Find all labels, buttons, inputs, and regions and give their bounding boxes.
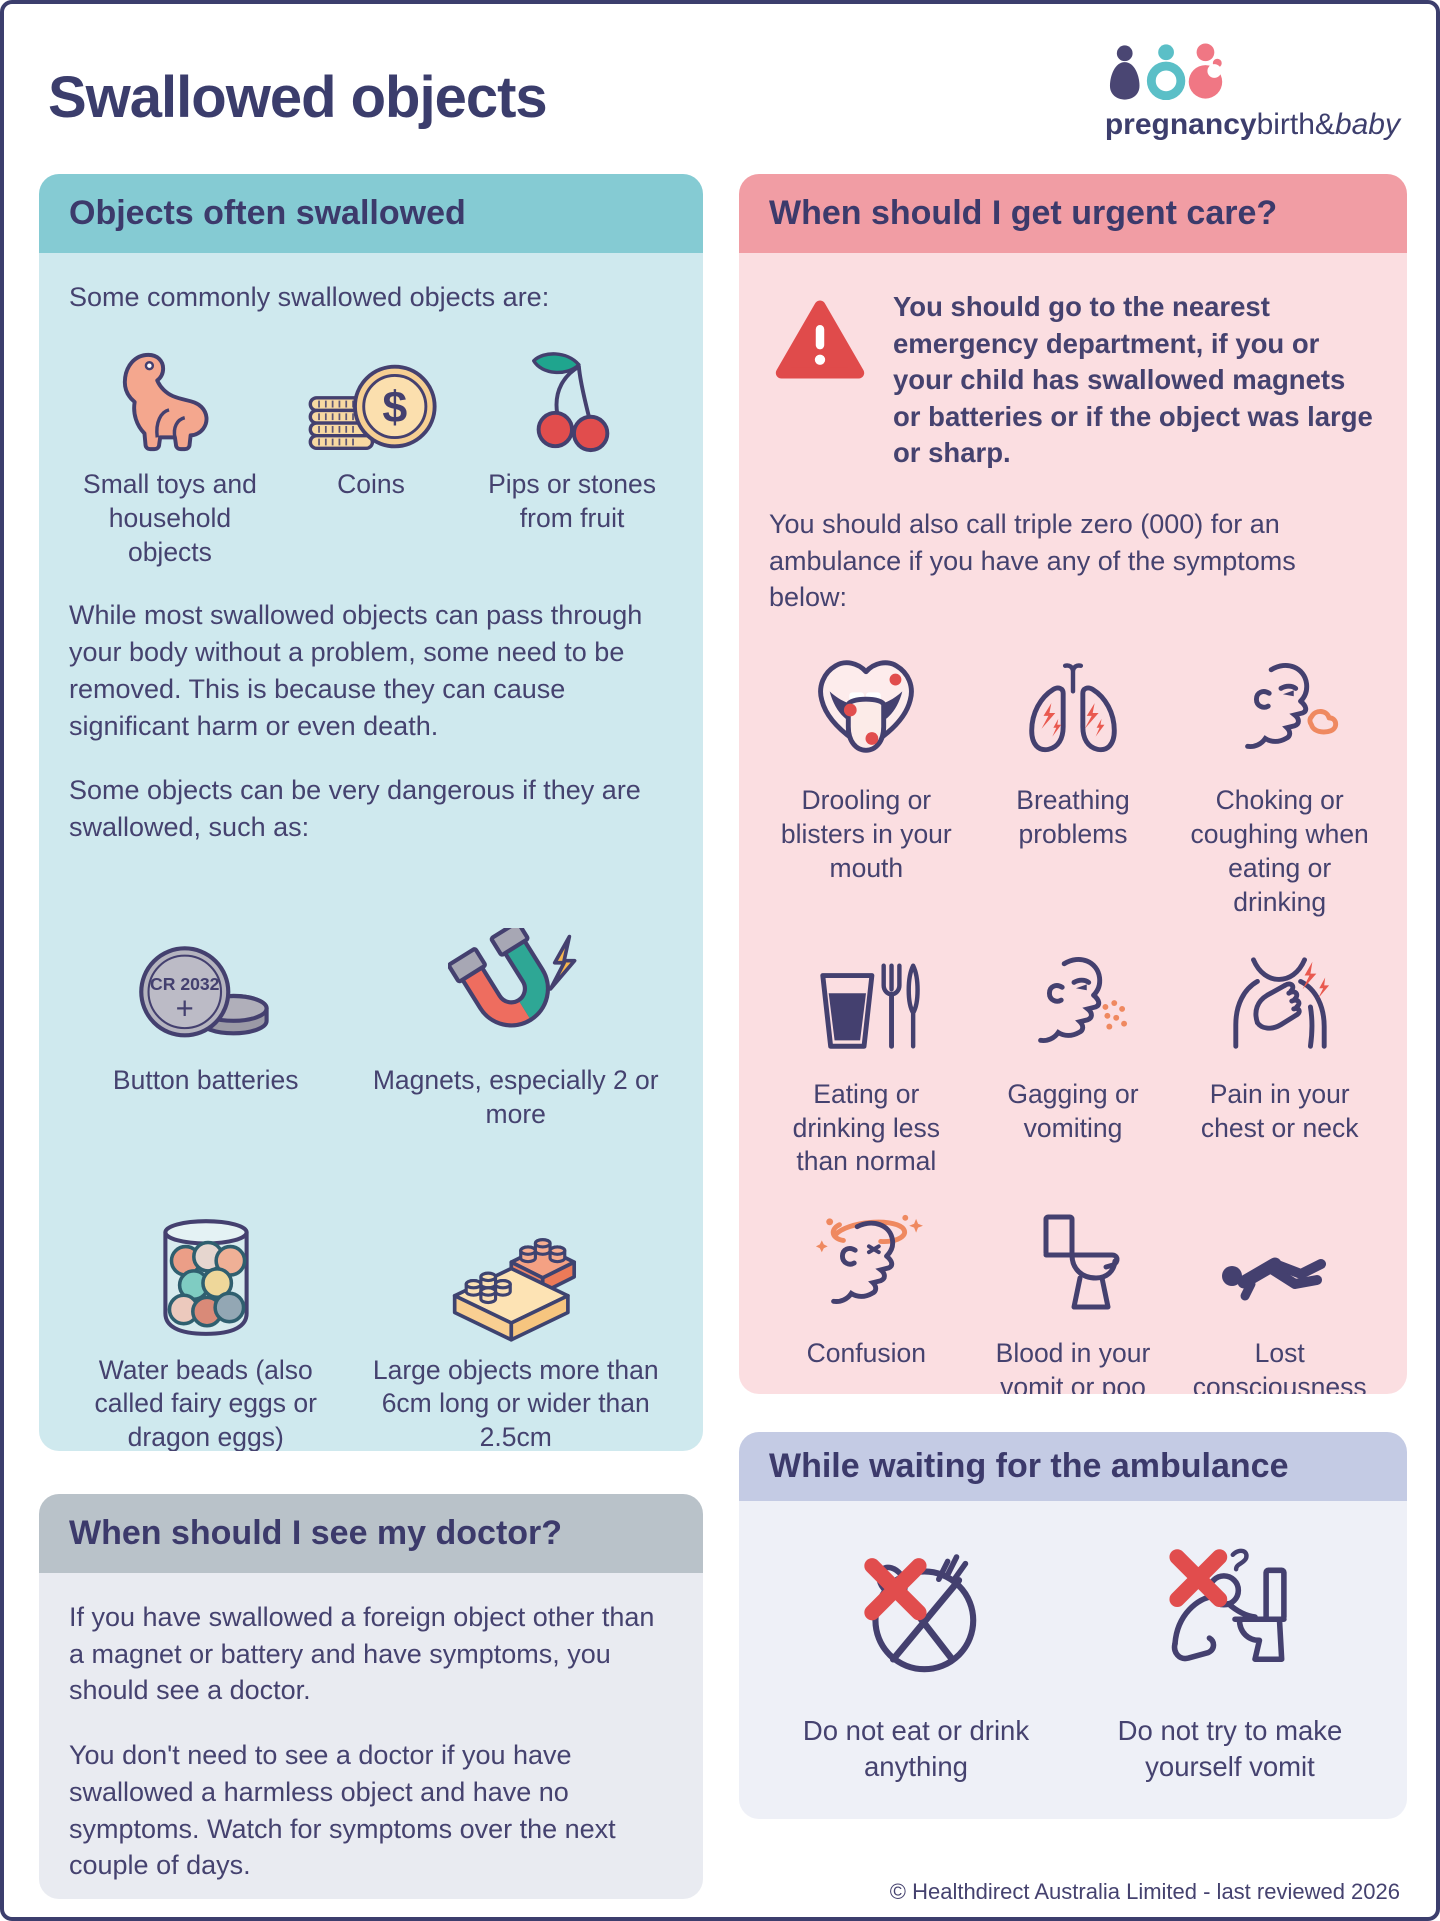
objects-paragraph-2: Some objects can be very dangerous if th… bbox=[69, 775, 641, 843]
no-vomiting-icon bbox=[1155, 1521, 1305, 1703]
ambulance-grid: Do not eat or drink anything bbox=[769, 1521, 1377, 1785]
see-doctor-body: If you have swallowed a foreign object o… bbox=[39, 1573, 703, 1899]
unconscious-person-icon bbox=[1215, 1203, 1345, 1325]
see-doctor-box: When should I see my doctor? If you have… bbox=[39, 1494, 703, 1899]
urgent-care-box: When should I get urgent care? You shoul… bbox=[739, 174, 1407, 1394]
list-item: Large objects more than 6cm long or wide… bbox=[358, 1166, 673, 1451]
common-objects-grid: Small toys and household objects bbox=[69, 330, 673, 570]
common-object-label: Pips or stones from fruit bbox=[488, 468, 657, 533]
logo-wordmark: pregnancybirth&baby bbox=[1104, 108, 1400, 141]
objects-intro: Some commonly swallowed objects are: bbox=[69, 282, 550, 312]
warning-text: You should go to the nearest emergency d… bbox=[893, 291, 1373, 469]
see-doctor-paragraph-2: You don't need to see a doctor if you ha… bbox=[69, 1740, 616, 1881]
see-doctor-heading: When should I see my doctor? bbox=[39, 1494, 703, 1573]
logo-figures-icon bbox=[1105, 42, 1235, 102]
list-item: Magnets, especially 2 or more bbox=[358, 876, 673, 1132]
dangerous-object-label: Magnets, especially 2 or more bbox=[372, 1064, 659, 1129]
list-item: Small toys and household objects bbox=[69, 330, 271, 570]
dangerous-object-label: Water beads (also called fairy eggs or d… bbox=[94, 1354, 317, 1451]
list-item: Do not eat or drink anything bbox=[769, 1521, 1063, 1785]
content-columns: Objects often swallowed Some commonly sw… bbox=[4, 174, 1436, 1899]
right-column: When should I get urgent care? You shoul… bbox=[739, 174, 1407, 1899]
list-item: Water beads (also called fairy eggs or d… bbox=[69, 1166, 342, 1451]
ambulance-box: While waiting for the ambulance bbox=[739, 1432, 1407, 1819]
magnet-icon bbox=[447, 876, 584, 1054]
list-item: Breathing problems bbox=[976, 650, 1171, 920]
symptom-label: Drooling or blisters in your mouth bbox=[780, 784, 952, 883]
svg-text:+: + bbox=[175, 991, 193, 1026]
list-item: Confusion bbox=[769, 1203, 964, 1394]
mouth-blisters-icon bbox=[807, 650, 925, 772]
list-item: Pain in your chest or neck bbox=[1182, 944, 1377, 1180]
urgent-care-intro: You should also call triple zero (000) f… bbox=[769, 508, 1296, 613]
svg-text:CR 2032: CR 2032 bbox=[150, 974, 220, 994]
copyright-notice: © Healthdirect Australia Limited - last … bbox=[889, 1879, 1400, 1904]
left-column: Objects often swallowed Some commonly sw… bbox=[39, 174, 703, 1899]
symptom-label: Confusion bbox=[806, 1338, 926, 1369]
chest-pain-icon bbox=[1220, 944, 1340, 1066]
cherries-icon bbox=[518, 330, 626, 458]
symptom-label: Eating or drinking less than normal bbox=[792, 1078, 940, 1177]
list-item: Eating or drinking less than normal bbox=[769, 944, 964, 1180]
svg-text:$: $ bbox=[382, 383, 407, 432]
symptom-label: Blood in your vomit or poo bbox=[995, 1338, 1151, 1394]
symptom-label: Choking or coughing when eating or drink… bbox=[1190, 784, 1369, 917]
objects-often-swallowed-box: Objects often swallowed Some commonly sw… bbox=[39, 174, 703, 1451]
warning-triangle-icon bbox=[773, 293, 867, 387]
list-item: Gagging or vomiting bbox=[976, 944, 1171, 1180]
ambulance-item-label: Do not eat or drink anything bbox=[802, 1715, 1030, 1782]
ambulance-item-label: Do not try to make yourself vomit bbox=[1117, 1715, 1343, 1782]
list-item: Pips or stones from fruit bbox=[471, 330, 673, 570]
ambulance-heading: While waiting for the ambulance bbox=[739, 1432, 1407, 1501]
gagging-face-icon bbox=[1013, 944, 1133, 1066]
ambulance-body: Do not eat or drink anything bbox=[739, 1501, 1407, 1819]
list-item: CR 2032 + Button batteries bbox=[69, 876, 342, 1132]
no-eating-icon bbox=[841, 1521, 991, 1703]
symptom-label: Gagging or vomiting bbox=[1007, 1078, 1139, 1143]
dangerous-objects-grid: CR 2032 + Button batteries bbox=[69, 876, 673, 1451]
see-doctor-paragraph-1: If you have swallowed a foreign object o… bbox=[69, 1602, 655, 1706]
list-item: Drooling or blisters in your mouth bbox=[769, 650, 964, 920]
urgent-care-heading: When should I get urgent care? bbox=[739, 174, 1407, 253]
warning-callout: You should go to the nearest emergency d… bbox=[769, 289, 1377, 472]
list-item: $ Coins bbox=[281, 330, 461, 570]
dangerous-object-label: Large objects more than 6cm long or wide… bbox=[372, 1354, 659, 1451]
common-object-label: Coins bbox=[337, 468, 405, 499]
header: Swallowed objects pregnancybirth&baby bbox=[4, 4, 1436, 174]
objects-body: Some commonly swallowed objects are: Sma bbox=[39, 253, 703, 1451]
list-item: Do not try to make yourself vomit bbox=[1083, 1521, 1377, 1785]
page-title: Swallowed objects bbox=[48, 65, 548, 130]
brand-logo: pregnancybirth&baby bbox=[1105, 42, 1400, 142]
button-battery-icon: CR 2032 + bbox=[136, 876, 276, 1054]
list-item: Choking or coughing when eating or drink… bbox=[1182, 650, 1377, 920]
list-item: Blood in your vomit or poo bbox=[976, 1203, 1171, 1394]
coughing-face-icon bbox=[1220, 650, 1340, 772]
list-item: Lost consciousness bbox=[1182, 1203, 1377, 1394]
building-blocks-icon bbox=[440, 1166, 592, 1344]
toilet-icon bbox=[1018, 1203, 1128, 1325]
water-beads-icon bbox=[149, 1166, 263, 1344]
symptom-label: Lost consciousness bbox=[1192, 1338, 1367, 1394]
common-object-label: Small toys and household objects bbox=[83, 468, 257, 567]
dizzy-face-icon bbox=[806, 1203, 926, 1325]
objects-paragraph-1: While most swallowed objects can pass th… bbox=[69, 600, 643, 741]
symptom-label: Pain in your chest or neck bbox=[1200, 1078, 1359, 1143]
glass-and-cutlery-icon bbox=[807, 944, 925, 1066]
symptoms-grid: Drooling or blisters in your mouth bbox=[769, 650, 1377, 1394]
toy-dinosaur-icon bbox=[116, 330, 224, 458]
urgent-care-body: You should go to the nearest emergency d… bbox=[739, 253, 1407, 1394]
objects-heading: Objects often swallowed bbox=[39, 174, 703, 253]
dangerous-object-label: Button batteries bbox=[112, 1064, 299, 1095]
lungs-icon bbox=[1014, 650, 1132, 772]
coins-icon: $ bbox=[305, 330, 437, 458]
symptom-label: Breathing problems bbox=[1016, 784, 1130, 849]
